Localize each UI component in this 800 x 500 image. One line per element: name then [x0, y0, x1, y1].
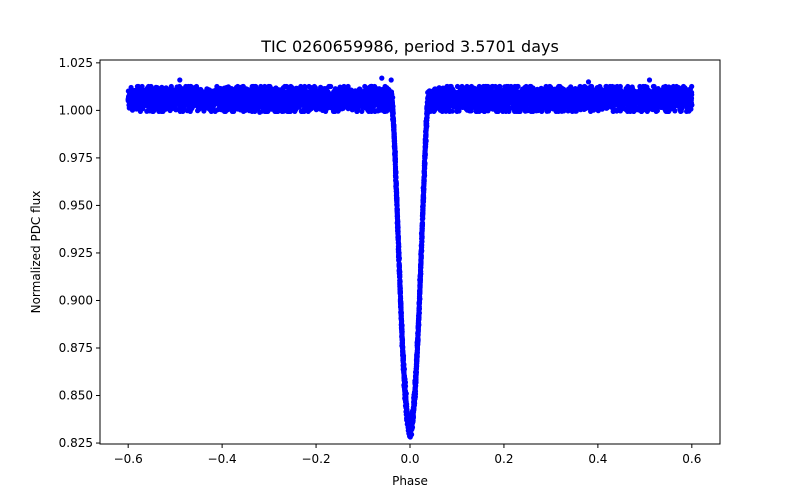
data-point	[449, 108, 455, 114]
chart-title: TIC 0260659986, period 3.5701 days	[260, 37, 559, 56]
data-point	[328, 83, 334, 90]
data-point	[515, 83, 521, 90]
data-point	[148, 83, 154, 90]
data-point	[139, 83, 145, 90]
data-point	[231, 108, 237, 114]
data-points	[125, 75, 695, 440]
